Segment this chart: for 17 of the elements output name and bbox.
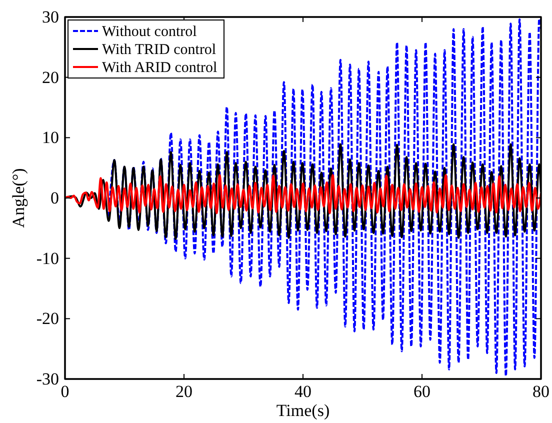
line-series [65,174,541,214]
y-tick-label: 10 [42,128,59,148]
x-tick-label: 40 [294,382,312,402]
legend-label: With ARID control [102,60,218,76]
x-tick-label: 20 [176,382,192,402]
y-tick-label: 20 [42,68,59,87]
y-tick-label: -10 [36,248,59,268]
legend-label: With TRID control [102,42,216,58]
x-tick-label: 60 [414,382,430,402]
y-tick-label: -30 [36,369,59,388]
y-tick-label: 30 [42,7,59,26]
x-axis-title: Time(s) [276,401,330,420]
y-tick-label: -20 [36,309,59,328]
x-tick-label: 80 [532,382,550,402]
y-axis-title: Angle(°) [9,168,28,228]
y-tick-label: 0 [50,188,59,208]
legend-label: Without control [102,24,197,40]
